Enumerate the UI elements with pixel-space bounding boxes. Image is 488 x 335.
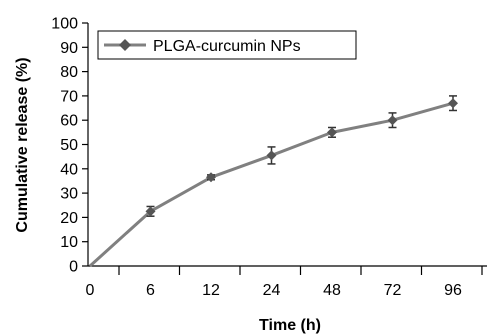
y-tick-label: 100 [51, 16, 78, 33]
y-tick-label: 10 [60, 234, 78, 251]
data-point [327, 127, 337, 138]
y-tick-label: 0 [69, 259, 78, 276]
y-tick-label: 20 [60, 210, 78, 227]
x-tick-label: 72 [384, 282, 402, 299]
y-tick-label: 80 [60, 64, 78, 81]
legend-marker-swatch [119, 39, 131, 51]
x-axis: 0 6 12 24 48 72 96 [86, 265, 487, 299]
series-line [88, 101, 454, 268]
y-tick-label: 50 [60, 137, 78, 154]
y-tick-label: 90 [60, 40, 78, 57]
data-point [448, 98, 458, 109]
data-point [145, 206, 156, 217]
data-point [206, 172, 216, 183]
y-tick-label: 70 [60, 88, 78, 105]
legend-label: PLGA-curcumin NPs [153, 38, 301, 55]
y-tick-label: 60 [60, 113, 78, 130]
x-tick-label: 24 [263, 282, 281, 299]
data-point [387, 115, 398, 126]
x-tick-label: 0 [86, 282, 95, 299]
x-tick-label: 48 [323, 282, 341, 299]
data-point [266, 150, 277, 161]
legend: PLGA-curcumin NPs [97, 30, 357, 60]
x-tick-label: 6 [146, 282, 155, 299]
x-tick-label: 96 [444, 282, 462, 299]
y-axis-title: Cumulative release (%) [14, 57, 31, 232]
y-tick-label: 40 [60, 161, 78, 178]
y-tick-label: 30 [60, 186, 78, 203]
x-tick-label: 12 [202, 282, 220, 299]
y-axis: 0 10 20 30 40 50 60 70 80 90 100 [51, 16, 89, 276]
plot-area [88, 95, 458, 268]
x-axis-title: Time (h) [259, 317, 321, 334]
